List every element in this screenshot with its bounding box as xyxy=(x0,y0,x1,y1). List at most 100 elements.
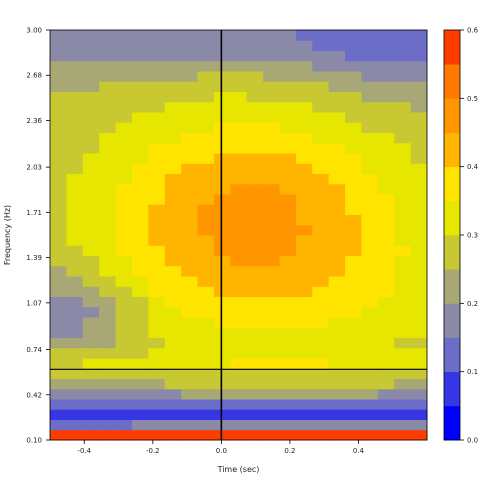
heatmap-cell xyxy=(50,224,67,236)
heatmap-cell xyxy=(230,409,248,420)
heatmap-cell xyxy=(246,81,264,92)
heatmap-cell xyxy=(197,388,215,400)
heatmap-cell xyxy=(99,347,117,359)
heatmap-cell xyxy=(197,204,215,215)
y-tick-label: 0.42 xyxy=(26,391,42,399)
heatmap-cell xyxy=(181,306,199,318)
heatmap-cell xyxy=(181,60,199,72)
heatmap-cell xyxy=(410,183,428,195)
heatmap-cell xyxy=(99,204,117,215)
heatmap-cell xyxy=(197,255,215,267)
heatmap-cell xyxy=(312,153,330,164)
heatmap-cell xyxy=(181,265,199,277)
heatmap-cell xyxy=(295,265,313,277)
heatmap-cell xyxy=(361,419,379,431)
heatmap-cell xyxy=(131,183,149,195)
heatmap-cell xyxy=(82,317,100,328)
heatmap-cell xyxy=(164,265,182,277)
heatmap-cell xyxy=(148,214,166,226)
heatmap-cell xyxy=(377,235,395,246)
heatmap-cell xyxy=(377,30,395,41)
heatmap-cell xyxy=(82,101,100,113)
heatmap-cell xyxy=(312,30,330,41)
heatmap-cell xyxy=(99,388,117,400)
heatmap-cell xyxy=(213,327,231,338)
heatmap-cell xyxy=(148,419,166,431)
heatmap-cell xyxy=(82,60,100,72)
heatmap-cell xyxy=(345,163,362,174)
heatmap-cell xyxy=(181,214,199,226)
heatmap-cell xyxy=(230,378,248,390)
heatmap-cell xyxy=(345,358,362,369)
heatmap-cell xyxy=(295,388,313,400)
heatmap-cell xyxy=(148,286,166,297)
heatmap-cell xyxy=(230,337,248,349)
heatmap-cell xyxy=(164,153,182,164)
heatmap-cell xyxy=(410,60,428,72)
heatmap-cell xyxy=(377,327,395,338)
heatmap-cell xyxy=(131,378,149,390)
heatmap-cell xyxy=(328,235,346,246)
heatmap-cell xyxy=(361,40,379,51)
heatmap-cell xyxy=(82,132,100,144)
heatmap-cell xyxy=(148,368,166,379)
heatmap-cell xyxy=(99,163,117,174)
heatmap-cell xyxy=(99,50,117,62)
heatmap-cell xyxy=(263,122,280,133)
colorbar-tick-label: 0.0 xyxy=(467,437,478,445)
heatmap-cell xyxy=(345,183,362,195)
heatmap-cell xyxy=(148,235,166,246)
heatmap-cell xyxy=(246,388,264,400)
heatmap-cell xyxy=(181,399,199,410)
heatmap-cell xyxy=(82,429,100,441)
heatmap-cell xyxy=(50,40,67,51)
heatmap-cell xyxy=(164,276,182,287)
heatmap-cell xyxy=(197,112,215,123)
heatmap-cell xyxy=(50,183,67,195)
heatmap-cell xyxy=(263,71,280,82)
heatmap-cell xyxy=(197,286,215,297)
heatmap-cell xyxy=(148,153,166,164)
heatmap-cell xyxy=(246,30,264,41)
heatmap-cell xyxy=(131,306,149,318)
heatmap-cell xyxy=(99,429,117,441)
heatmap-cell xyxy=(181,71,199,82)
heatmap-cell xyxy=(279,337,297,349)
heatmap-cell xyxy=(50,327,67,338)
heatmap-cell xyxy=(82,276,100,287)
heatmap-cell xyxy=(361,50,379,62)
heatmap-cell xyxy=(295,276,313,287)
heatmap-cell xyxy=(361,317,379,328)
heatmap-cell xyxy=(50,142,67,154)
heatmap-cell xyxy=(328,378,346,390)
heatmap-cell xyxy=(82,409,100,420)
heatmap-cell xyxy=(50,378,67,390)
heatmap-cell xyxy=(50,71,67,82)
heatmap-cell xyxy=(82,224,100,236)
heatmap-cell xyxy=(312,306,330,318)
heatmap-cell xyxy=(213,224,231,236)
heatmap-cell xyxy=(377,276,395,287)
heatmap-cell xyxy=(377,347,395,359)
heatmap-cell xyxy=(148,50,166,62)
y-tick-label: 2.36 xyxy=(26,117,42,125)
heatmap-cell xyxy=(246,296,264,308)
heatmap-cell xyxy=(197,409,215,420)
heatmap-cell xyxy=(263,60,280,72)
heatmap-cell xyxy=(312,337,330,349)
heatmap-cell xyxy=(230,399,248,410)
heatmap-cell xyxy=(82,71,100,82)
heatmap-cell xyxy=(410,368,428,379)
heatmap-cell xyxy=(197,368,215,379)
heatmap-cell xyxy=(50,132,67,144)
heatmap-cell xyxy=(115,194,133,205)
heatmap-cell xyxy=(246,255,264,267)
heatmap-cell xyxy=(410,132,428,144)
heatmap-cell xyxy=(263,183,280,195)
heatmap-cell xyxy=(181,276,199,287)
heatmap-cell xyxy=(230,276,248,287)
heatmap-cell xyxy=(50,91,67,103)
heatmap-cell xyxy=(328,399,346,410)
heatmap-cell xyxy=(197,60,215,72)
heatmap-cell xyxy=(115,142,133,154)
